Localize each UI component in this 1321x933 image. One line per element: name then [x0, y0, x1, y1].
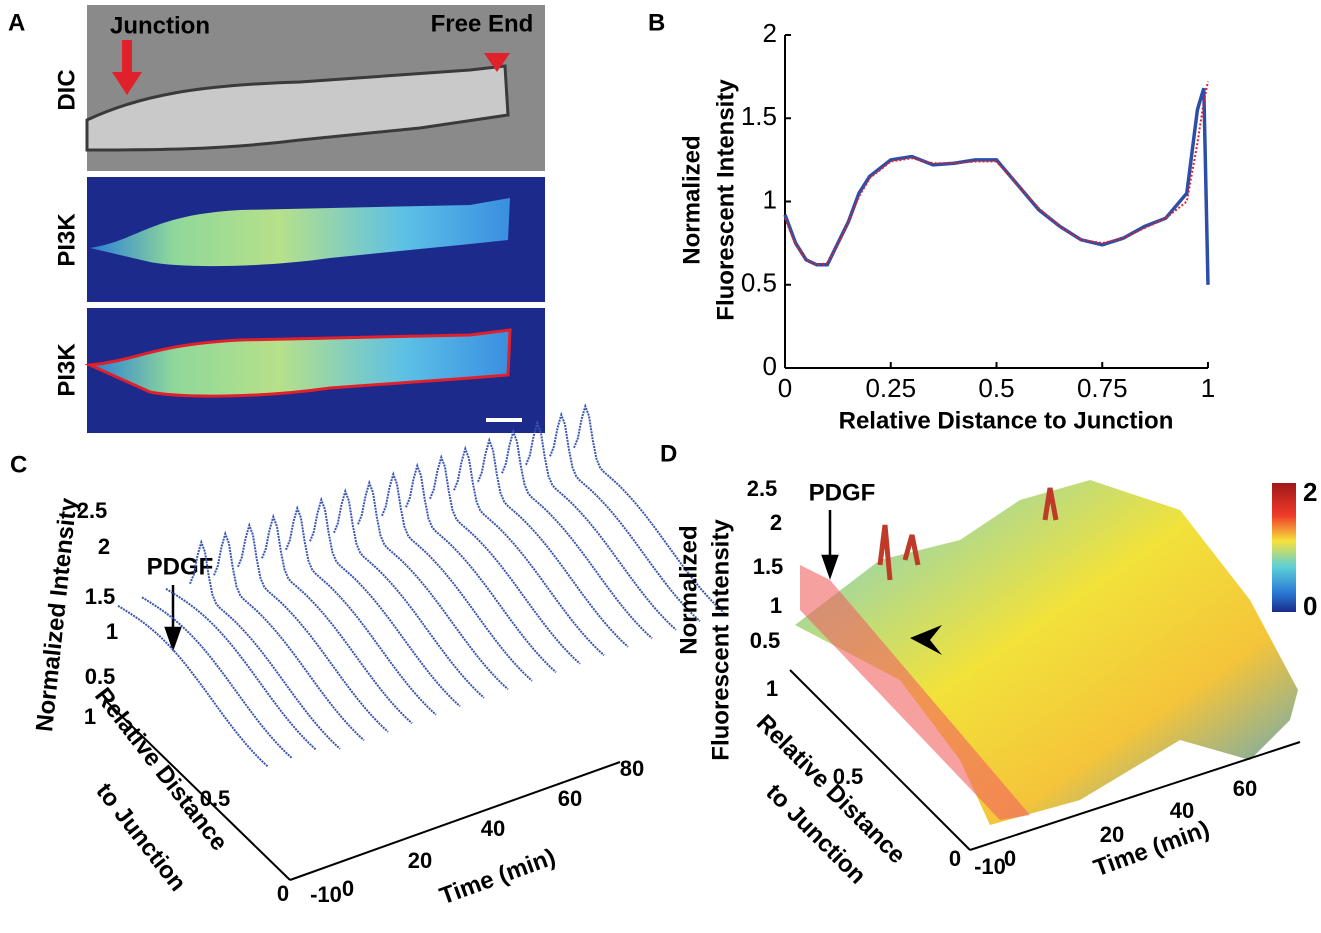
trace [333, 488, 485, 699]
x-tick-label: 0.25 [865, 373, 916, 403]
y-tick-label: 0 [949, 846, 961, 871]
trace [117, 604, 269, 768]
surface [795, 480, 1298, 825]
x-tick-label: 60 [1233, 776, 1257, 801]
z-tick-label: 0.5 [85, 664, 116, 689]
trace [309, 496, 461, 708]
trace [165, 587, 317, 751]
x-tick-label: -10 [974, 854, 1006, 879]
x-tick-label: -10 [310, 882, 342, 907]
y-tick-label: 0 [763, 351, 777, 381]
x-tick-label: 0.75 [1077, 373, 1128, 403]
arrow-label: Junction [110, 12, 210, 39]
y-tick-label: 0.5 [200, 786, 231, 811]
y-tick-label: 1 [84, 704, 96, 729]
z-tick-label: 2.5 [747, 476, 778, 501]
z-tick-label: 1.5 [85, 584, 116, 609]
trace [501, 428, 653, 640]
row-label: DIC [53, 69, 80, 110]
x-tick-label: 20 [408, 848, 432, 873]
cell [84, 328, 512, 398]
x-axis-label: Time (min) [436, 844, 559, 911]
x-tick-label: 40 [481, 816, 505, 841]
z-tick-label: 1 [770, 593, 782, 618]
x-tick-label: 1 [1201, 373, 1215, 403]
trace [357, 479, 509, 691]
annotation: PDGF [147, 553, 214, 580]
y-tick-label: 2 [763, 18, 777, 48]
trace [237, 522, 389, 733]
y-tick-label: 0.5 [833, 764, 864, 789]
x-tick-label: 0 [1004, 846, 1016, 871]
trace [573, 403, 725, 614]
cell [85, 64, 510, 152]
x-tick-label: 80 [620, 756, 644, 781]
trace [549, 411, 701, 623]
annotation: PDGF [809, 479, 876, 506]
x-tick-label: 60 [558, 786, 582, 811]
z-tick-label: 0.5 [750, 628, 781, 653]
z-tick-label: 2 [98, 534, 110, 559]
y-tick-label: 1 [763, 184, 777, 214]
trace [453, 445, 605, 657]
y-axis-label: Normalized [678, 135, 705, 264]
arrow [164, 585, 182, 652]
axis [104, 699, 291, 881]
z-axis-label: Normalized [675, 525, 702, 654]
trace [405, 462, 557, 674]
z-tick-label: 2.5 [77, 498, 108, 523]
trace [261, 513, 413, 725]
panel-c: C Normalized Intensity 2.5 2 1.5 1 0.5 P… [10, 403, 725, 911]
arrow [821, 510, 839, 580]
trace [477, 437, 629, 648]
trace [285, 505, 437, 716]
y-tick-label: 0 [277, 881, 289, 906]
panel-label: C [10, 451, 27, 478]
z-axis-label: Fluorescent Intensity [707, 519, 734, 761]
row-label: PI3K [53, 343, 80, 397]
trace [213, 530, 365, 742]
trace [381, 471, 533, 682]
trace [525, 420, 677, 631]
row-label: PI3K [53, 213, 80, 267]
trace [429, 454, 581, 665]
z-tick-label: 1 [106, 619, 118, 644]
arrow [112, 40, 142, 95]
z-tick-label: 1.5 [753, 554, 784, 579]
z-axis-label: Normalized Intensity [31, 496, 82, 733]
line [783, 87, 1210, 285]
x-tick-label: 40 [1170, 798, 1194, 823]
y-tick-label: 1.5 [741, 101, 777, 131]
panel-label: A [8, 9, 25, 36]
pdgf-plane [800, 565, 1030, 820]
arrowhead [484, 53, 510, 72]
colorbar-tick-label: 0 [1303, 591, 1317, 621]
trace [189, 539, 341, 750]
arrow-label: Free End [431, 10, 534, 37]
x-tick-label: 0.5 [978, 373, 1014, 403]
x-tick-label: 0 [778, 373, 792, 403]
surface-peak [877, 487, 1059, 581]
y-tick-label: 0.5 [741, 268, 777, 298]
x-tick-label: 0 [342, 876, 354, 901]
x-axis-label: Relative Distance to Junction [839, 407, 1174, 434]
panel-label: D [660, 440, 677, 467]
x-tick-label: 20 [1100, 822, 1124, 847]
y-axis-label: Fluorescent Intensity [712, 79, 739, 321]
colorbar [1272, 483, 1296, 612]
panel-label: B [648, 9, 665, 36]
trace [141, 596, 293, 759]
axis [969, 741, 1301, 851]
cell [90, 198, 510, 267]
axis [789, 669, 971, 851]
axis [289, 761, 621, 881]
z-tick-label: 2 [770, 510, 782, 535]
y-axis-label: Relative Distance [89, 683, 233, 856]
panel-d: D Normalized Fluorescent Intensity 2.5 2… [660, 440, 1317, 889]
line [784, 81, 1209, 266]
colorbar-tick-label: 2 [1303, 477, 1317, 507]
arrowhead [910, 625, 942, 655]
y-tick-label: 1 [766, 676, 778, 701]
